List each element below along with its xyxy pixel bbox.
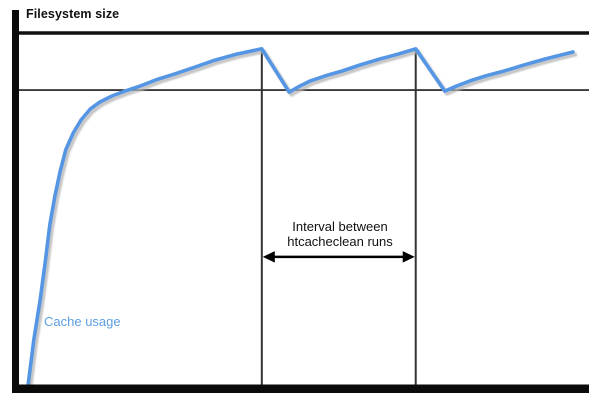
filesystem-size-label: Filesystem size xyxy=(26,7,120,21)
y-axis-bar xyxy=(12,10,19,393)
cache-usage-curve xyxy=(26,47,575,387)
interval-arrow-left-head xyxy=(262,251,275,263)
x-axis-bar xyxy=(12,384,589,393)
interval-arrow-right-head xyxy=(402,251,415,263)
cache-usage-label: Cache usage xyxy=(44,314,121,329)
interval-annotation-label: Interval between htcacheclean runs xyxy=(287,219,393,250)
cache-usage-curve-shadow xyxy=(28,49,578,390)
